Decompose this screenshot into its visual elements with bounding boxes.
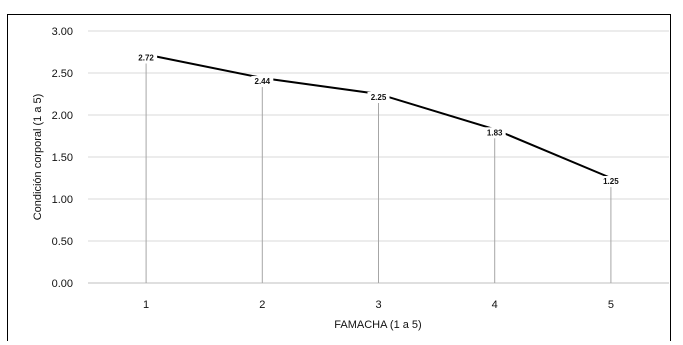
data-label: 2.72	[138, 54, 154, 63]
y-tick-labels: 0.00 0.50 1.00 1.50 2.00 2.50 3.00	[52, 26, 73, 290]
data-label-bg	[367, 92, 390, 103]
x-tick-labels: 1 2 3 4 5	[143, 299, 614, 311]
y-tick-label: 0.00	[52, 278, 73, 290]
x-axis-title: FAMACHA (1 a 5)	[334, 319, 421, 331]
data-label: 1.83	[487, 128, 503, 137]
y-tick-label: 3.00	[52, 26, 73, 38]
y-tick-label: 1.50	[52, 152, 73, 164]
data-labels: 2.72 2.44 2.25 1.83 1.25	[135, 52, 622, 187]
data-label: 2.44	[255, 77, 271, 86]
y-axis-title: Condición corporal (1 a 5)	[32, 94, 44, 221]
x-tick-label: 2	[259, 299, 265, 311]
x-tick-label: 5	[608, 299, 614, 311]
data-label-bg	[599, 176, 622, 187]
x-tick-label: 4	[492, 299, 498, 311]
data-label: 1.25	[603, 177, 619, 186]
data-label-bg	[251, 76, 274, 88]
x-tick-label: 3	[375, 299, 381, 311]
y-tick-label: 2.50	[52, 68, 73, 80]
drop-lines	[145, 54, 612, 283]
data-label: 2.25	[371, 93, 387, 102]
chart-frame	[7, 14, 671, 341]
data-label-bg	[483, 127, 506, 139]
y-tick-label: 0.50	[52, 236, 73, 248]
data-label-bg	[135, 52, 158, 64]
x-tick-label: 1	[143, 299, 149, 311]
y-tick-label: 2.00	[52, 110, 73, 122]
y-tick-label: 1.00	[52, 194, 73, 206]
